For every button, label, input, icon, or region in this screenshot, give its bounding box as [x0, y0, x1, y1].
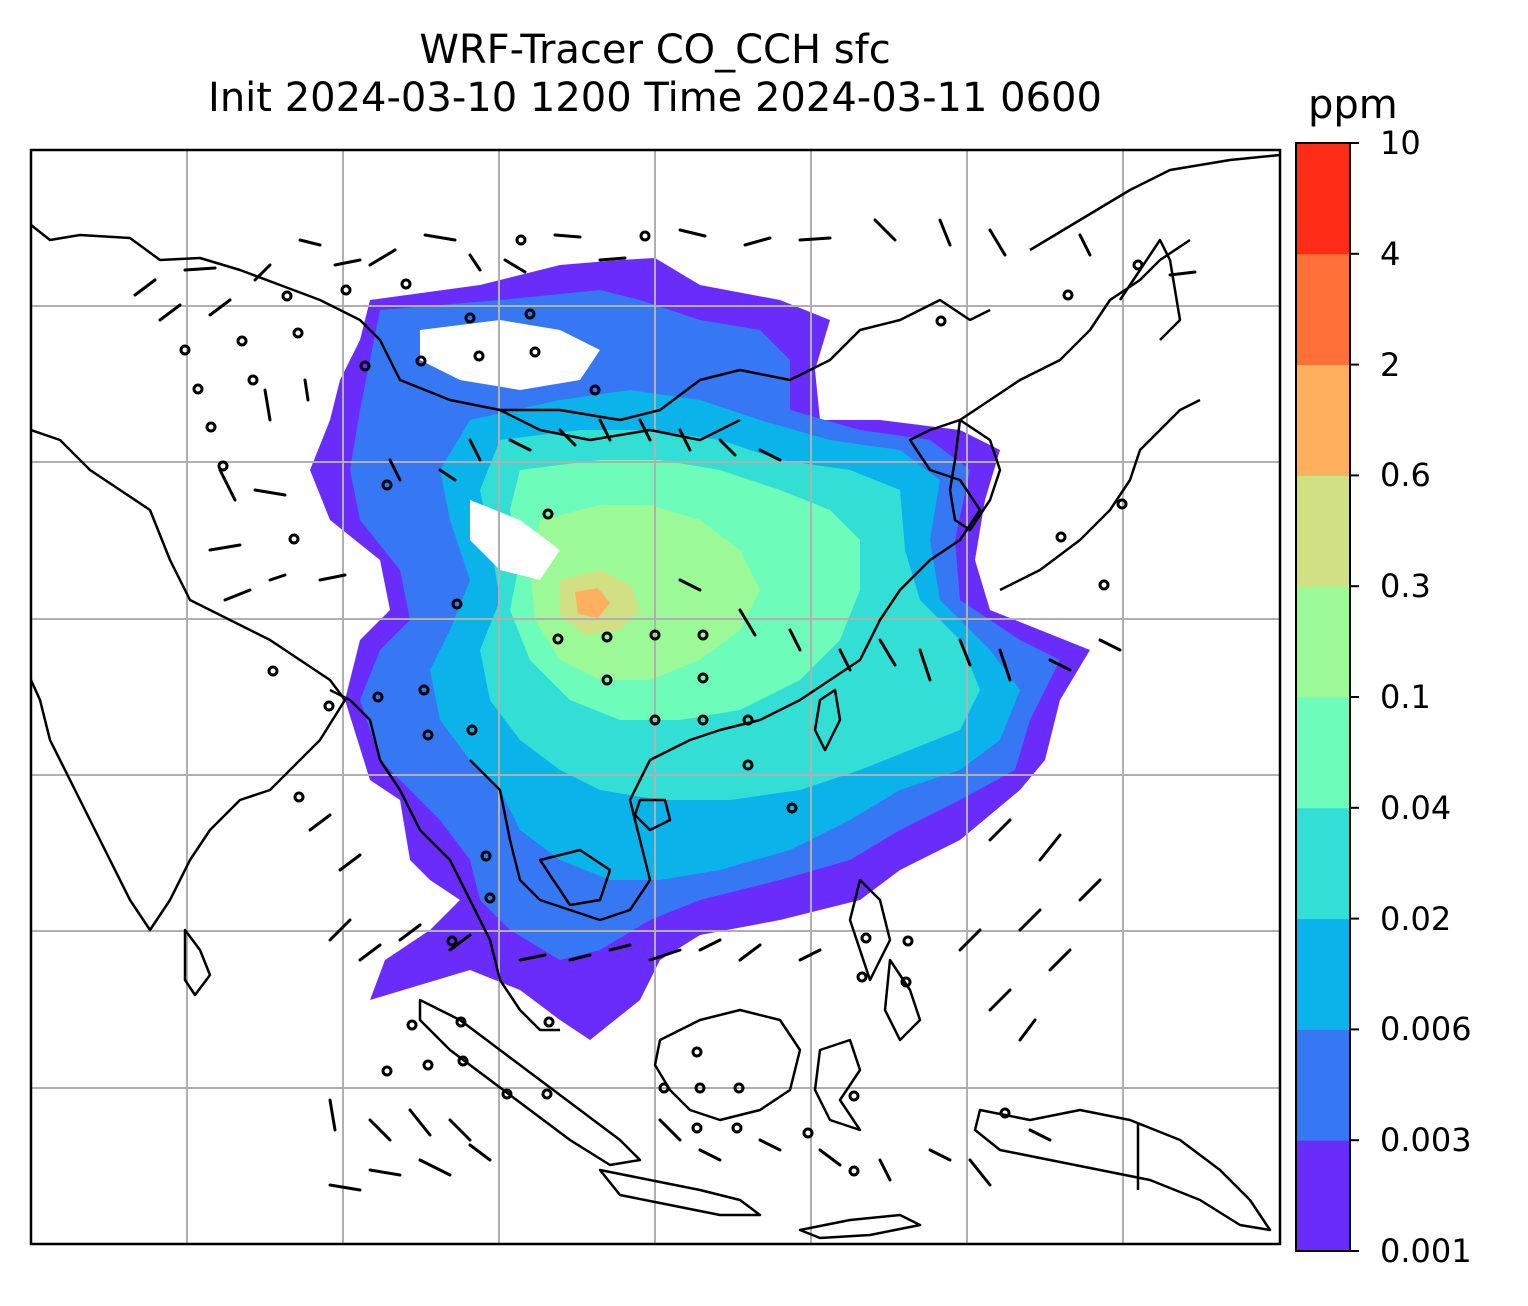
colorbar: [1295, 142, 1359, 1252]
colorbar-unit-label: ppm: [1308, 82, 1398, 128]
colorbar-band: [1296, 1140, 1350, 1252]
colorbar-tick-label: 0.003: [1380, 1121, 1472, 1160]
colorbar-tick-label: 0.001: [1380, 1232, 1472, 1270]
calm-wind-circles: [179, 230, 1144, 1177]
colorbar-tick-label: 10: [1380, 124, 1421, 162]
concentration-field: [310, 258, 1090, 1040]
colorbar-tick-label: 0.04: [1380, 788, 1452, 827]
field-band-0.1: [530, 505, 760, 680]
colorbar-band: [1296, 143, 1350, 255]
field-band-0.6: [575, 588, 610, 618]
colorbar-band: [1296, 807, 1350, 920]
colorbar-band: [1296, 475, 1350, 587]
colorbar-tick-label: 0.02: [1380, 899, 1452, 938]
colorbar-band: [1296, 697, 1350, 809]
colorbar-tick-label: 0.3: [1380, 567, 1431, 606]
field-gap-north: [420, 320, 600, 390]
colorbar-band: [1296, 253, 1350, 366]
colorbar-band: [1296, 1029, 1350, 1141]
colorbar-band: [1296, 918, 1350, 1030]
wind-barbs: [133, 218, 1197, 1192]
map-frame: [29, 148, 1282, 1246]
coastlines: [31, 153, 1280, 1240]
field-gap-mid: [470, 500, 560, 580]
colorbar-tick-label: 2: [1380, 345, 1401, 384]
title-line-1: WRF-Tracer CO_CCH sfc: [419, 27, 891, 73]
colorbar-tick-label: 0.006: [1380, 1010, 1472, 1049]
colorbar-band: [1296, 586, 1350, 698]
gridlines: [31, 150, 1280, 1244]
colorbar-tick-label: 0.1: [1380, 678, 1431, 716]
colorbar-band: [1296, 364, 1350, 476]
chart-title: WRF-Tracer CO_CCH sfc Init 2024-03-10 12…: [30, 26, 1280, 122]
title-line-2: Init 2024-03-10 1200 Time 2024-03-11 060…: [208, 75, 1102, 121]
colorbar-tick-label: 4: [1380, 234, 1401, 273]
colorbar-tick-label: 0.6: [1380, 456, 1431, 495]
